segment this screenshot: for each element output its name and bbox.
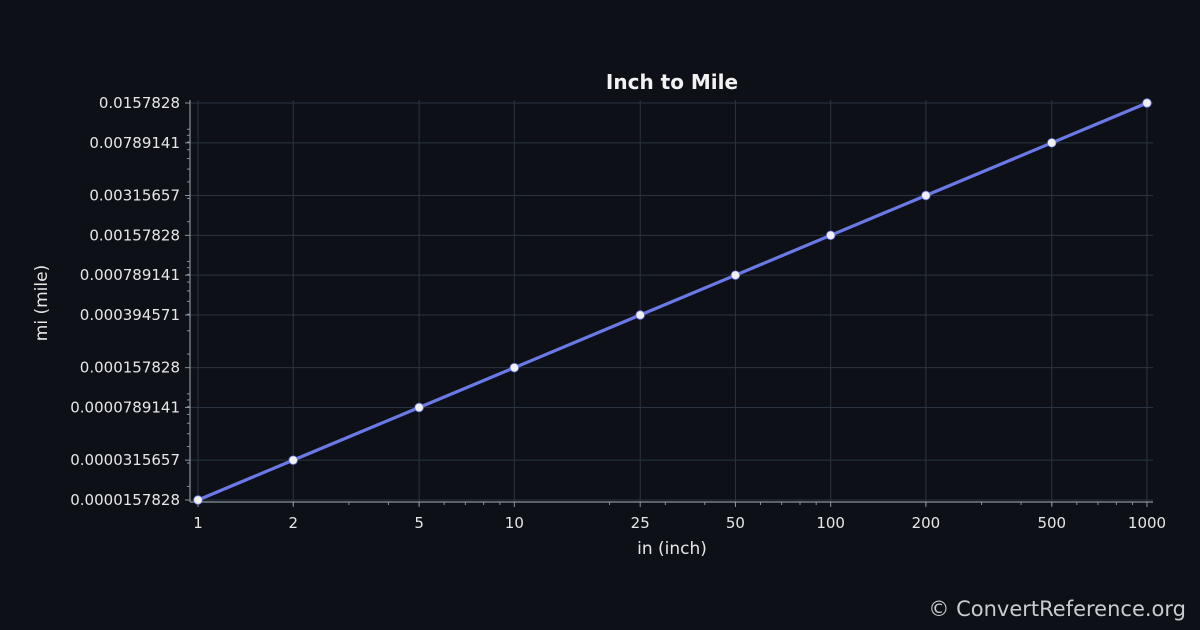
data-point — [509, 362, 520, 373]
data-point — [288, 455, 298, 465]
y-tick-label: 0.000394571 — [80, 306, 180, 324]
y-tick-label: 0.0000157828 — [70, 491, 180, 509]
data-point — [414, 402, 424, 413]
data-point — [635, 310, 645, 320]
y-axis-label: mi (mile) — [32, 265, 52, 341]
watermark: © ConvertReference.org — [928, 597, 1186, 621]
chart-title: Inch to Mile — [606, 70, 738, 94]
x-tick-label: 100 — [816, 514, 845, 532]
y-tick-label: 0.000157828 — [80, 359, 180, 377]
x-tick-label: 5 — [414, 514, 424, 532]
x-tick-label: 1000 — [1128, 514, 1166, 532]
x-tick-label: 50 — [726, 514, 745, 532]
x-tick-label: 200 — [912, 514, 941, 532]
x-tick-label: 25 — [631, 514, 650, 532]
x-tick-label: 10 — [505, 514, 524, 532]
y-tick-label: 0.0000789141 — [70, 399, 180, 417]
y-tick-label: 0.00789141 — [89, 134, 180, 152]
y-tick-label: 0.0000315657 — [70, 451, 180, 469]
x-tick-label: 1 — [193, 514, 203, 532]
data-point — [193, 495, 203, 505]
data-point — [1047, 138, 1057, 148]
x-tick-label: 500 — [1037, 514, 1066, 532]
x-tick-label: 2 — [288, 514, 298, 532]
y-tick-label: 0.0157828 — [99, 94, 180, 112]
data-point — [921, 190, 931, 201]
series-line — [196, 101, 1149, 502]
grid — [190, 100, 1153, 502]
data-point — [825, 230, 836, 241]
y-tick-label: 0.00157828 — [89, 226, 180, 244]
y-tick-label: 0.000789141 — [80, 266, 180, 284]
data-point — [730, 270, 741, 280]
data-point — [1142, 98, 1152, 108]
x-axis-label: in (inch) — [637, 539, 707, 559]
y-tick-label: 0.00315657 — [89, 186, 180, 204]
series-layer — [193, 98, 1152, 505]
axes: 1 2 5 10 25 50 100 200 500 10000.00001578280.0000… — [70, 94, 1166, 532]
